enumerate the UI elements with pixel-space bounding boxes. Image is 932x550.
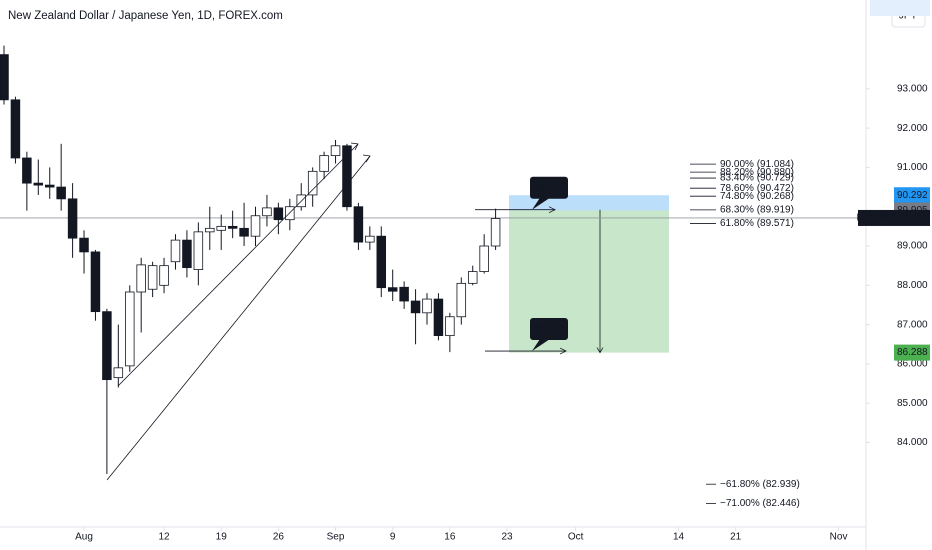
- candle-body: [56, 186, 66, 200]
- candle-body: [262, 207, 272, 217]
- candle-body: [330, 145, 341, 157]
- x-tick-label: 21: [730, 532, 742, 543]
- candle-body: [10, 99, 21, 159]
- level-arrowhead: [548, 206, 556, 214]
- price-tag: [894, 344, 930, 361]
- fib-label: −71.00% (82.446): [720, 498, 800, 509]
- callout-label: 86.327: [534, 324, 565, 335]
- callout-label: 89.924: [534, 182, 565, 193]
- trend-line: [117, 143, 359, 387]
- x-tick-label: 26: [273, 532, 285, 543]
- candle-body: [33, 182, 44, 186]
- callout-box: [530, 318, 568, 341]
- level-arrowhead: [559, 347, 567, 355]
- fib-label: 90.00% (91.084): [720, 159, 794, 170]
- candle-body: [125, 291, 135, 367]
- candle-body: [456, 282, 467, 318]
- plot: 90.00% (91.084)88.20% (90.880)83.40% (90…: [0, 45, 866, 509]
- y-tick-label: 88.000: [897, 280, 928, 291]
- fib-label: −61.80% (82.939): [720, 479, 800, 490]
- y-tick-label: 92.000: [897, 123, 928, 134]
- y-tick-label: 93.000: [897, 83, 928, 94]
- candle-body: [490, 218, 501, 247]
- candle-body: [250, 215, 261, 237]
- candle-body: [227, 225, 238, 229]
- currency: JPY: [899, 11, 918, 22]
- candle-body: [22, 157, 32, 184]
- stop-zone: [509, 195, 669, 211]
- price-tag-name: NZDJPY: [857, 213, 896, 224]
- x-tick-label: Sep: [327, 532, 345, 543]
- trend-arrowhead: [350, 142, 371, 163]
- candle-body: [433, 298, 444, 337]
- callout-pointer: [532, 339, 550, 352]
- candle-body: [319, 155, 329, 172]
- candle-body: [273, 207, 284, 221]
- candle-body: [147, 265, 158, 290]
- y-tick-label: 84.000: [897, 437, 928, 448]
- candle-body: [387, 287, 398, 292]
- candle-body: [44, 184, 55, 188]
- y-tick-label: 87.000: [897, 319, 928, 330]
- x-tick-label: 16: [444, 532, 456, 543]
- fib-label: 78.60% (90.472): [720, 183, 794, 194]
- candle-body: [353, 206, 364, 243]
- price-tag-label: 86.288: [897, 347, 928, 358]
- candle-body: [90, 251, 101, 313]
- price-tag-name-box: [870, 0, 894, 16]
- price-tag-label: 89.714: [897, 213, 928, 224]
- candle-body: [445, 316, 455, 337]
- price-tag: [894, 0, 930, 16]
- fib-label: 68.30% (89.919): [720, 205, 794, 216]
- candle-body: [67, 198, 78, 239]
- price-tag: [894, 187, 930, 204]
- candle-body: [113, 367, 124, 379]
- fib-label: 83.40% (90.729): [720, 173, 794, 184]
- position-arrowhead: [596, 347, 604, 354]
- candle-body: [79, 237, 89, 253]
- x-tick-label: 14: [673, 532, 685, 543]
- candle-body: [239, 227, 249, 237]
- candle-body: [307, 170, 318, 196]
- candle-body: [410, 300, 421, 314]
- candle-body: [182, 239, 192, 269]
- candle-body: [216, 225, 226, 231]
- candle-body: [399, 286, 409, 302]
- price-tag-label: 90.292: [897, 190, 928, 201]
- y-tick-label: 86.000: [897, 359, 928, 370]
- candle-body: [136, 264, 146, 293]
- x-tick-label: 12: [158, 532, 170, 543]
- y-tick-label: 91.000: [897, 162, 928, 173]
- candle-body: [170, 239, 181, 263]
- x-tick-label: Oct: [568, 532, 584, 543]
- x-tick-label: 23: [501, 532, 513, 543]
- candle-body: [205, 227, 215, 233]
- price-tag: [894, 209, 930, 226]
- fib-label: 61.80% (89.571): [720, 218, 794, 229]
- candle-body: [102, 311, 112, 381]
- y-tick-label: 89.000: [897, 241, 928, 252]
- candle-body: [193, 231, 204, 270]
- candle-body: [467, 271, 478, 284]
- candle-body: [365, 235, 375, 243]
- chart-title: New Zealand Dollar / Japanese Yen, 1D, F…: [8, 10, 283, 22]
- x-tick-label: Nov: [830, 532, 848, 543]
- candle-body: [0, 54, 9, 101]
- x-tick-label: Aug: [75, 532, 93, 543]
- candle-body: [376, 235, 387, 289]
- y-tick-label: 85.000: [897, 398, 928, 409]
- candle-body: [159, 265, 169, 286]
- fib-label: 88.20% (90.880): [720, 167, 794, 178]
- candle-body: [342, 145, 352, 208]
- callout-pointer: [532, 197, 550, 210]
- trend-line: [106, 155, 371, 481]
- candle-body: [422, 298, 432, 314]
- x-tick-label: 9: [390, 532, 396, 543]
- price-tag-name-box: [858, 209, 894, 226]
- candle-body: [479, 245, 489, 272]
- callout-box: [530, 176, 568, 199]
- x-tick-label: 19: [216, 532, 228, 543]
- fib-label: 74.80% (90.268): [720, 191, 794, 202]
